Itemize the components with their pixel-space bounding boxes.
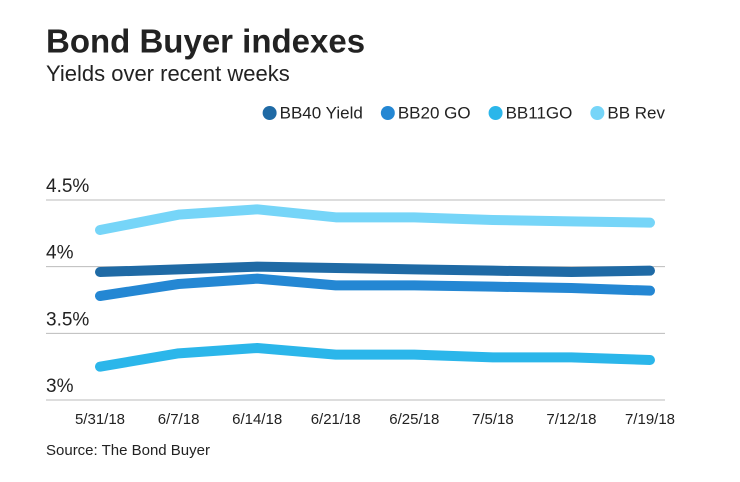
legend-label: BB40 Yield xyxy=(280,103,363,122)
y-tick-label: 4.5% xyxy=(46,176,89,197)
x-tick-label: 7/12/18 xyxy=(546,411,596,428)
y-tick-label: 3% xyxy=(46,376,74,397)
chart-subtitle: Yields over recent weeks xyxy=(46,61,290,86)
legend-label: BB11GO xyxy=(506,103,573,122)
x-tick-label: 6/25/18 xyxy=(389,411,439,428)
series-line xyxy=(95,273,655,301)
legend-marker xyxy=(590,106,605,120)
y-tick-label: 3.5% xyxy=(46,309,89,330)
x-tick-label: 7/19/18 xyxy=(625,411,675,428)
x-tick-label: 5/31/18 xyxy=(75,411,125,428)
legend-marker xyxy=(262,106,277,120)
x-tick-label: 7/5/18 xyxy=(472,411,514,428)
source-note: Source: The Bond Buyer xyxy=(46,442,210,459)
series-line xyxy=(95,204,655,235)
x-tick-label: 6/21/18 xyxy=(311,411,361,428)
chart-title: Bond Buyer indexes xyxy=(46,23,365,60)
series-line xyxy=(95,261,655,277)
legend-marker xyxy=(488,106,503,120)
legend-marker xyxy=(380,106,395,120)
legend: BB40 Yield BB20 GO BB11GO BB Rev xyxy=(262,103,665,122)
x-tick-label: 6/14/18 xyxy=(232,411,282,428)
x-tick-label: 6/7/18 xyxy=(158,411,200,428)
legend-label: BB20 GO xyxy=(398,103,471,122)
y-tick-label: 4% xyxy=(46,243,74,264)
series-line xyxy=(95,343,655,372)
legend-label: BB Rev xyxy=(607,103,665,122)
